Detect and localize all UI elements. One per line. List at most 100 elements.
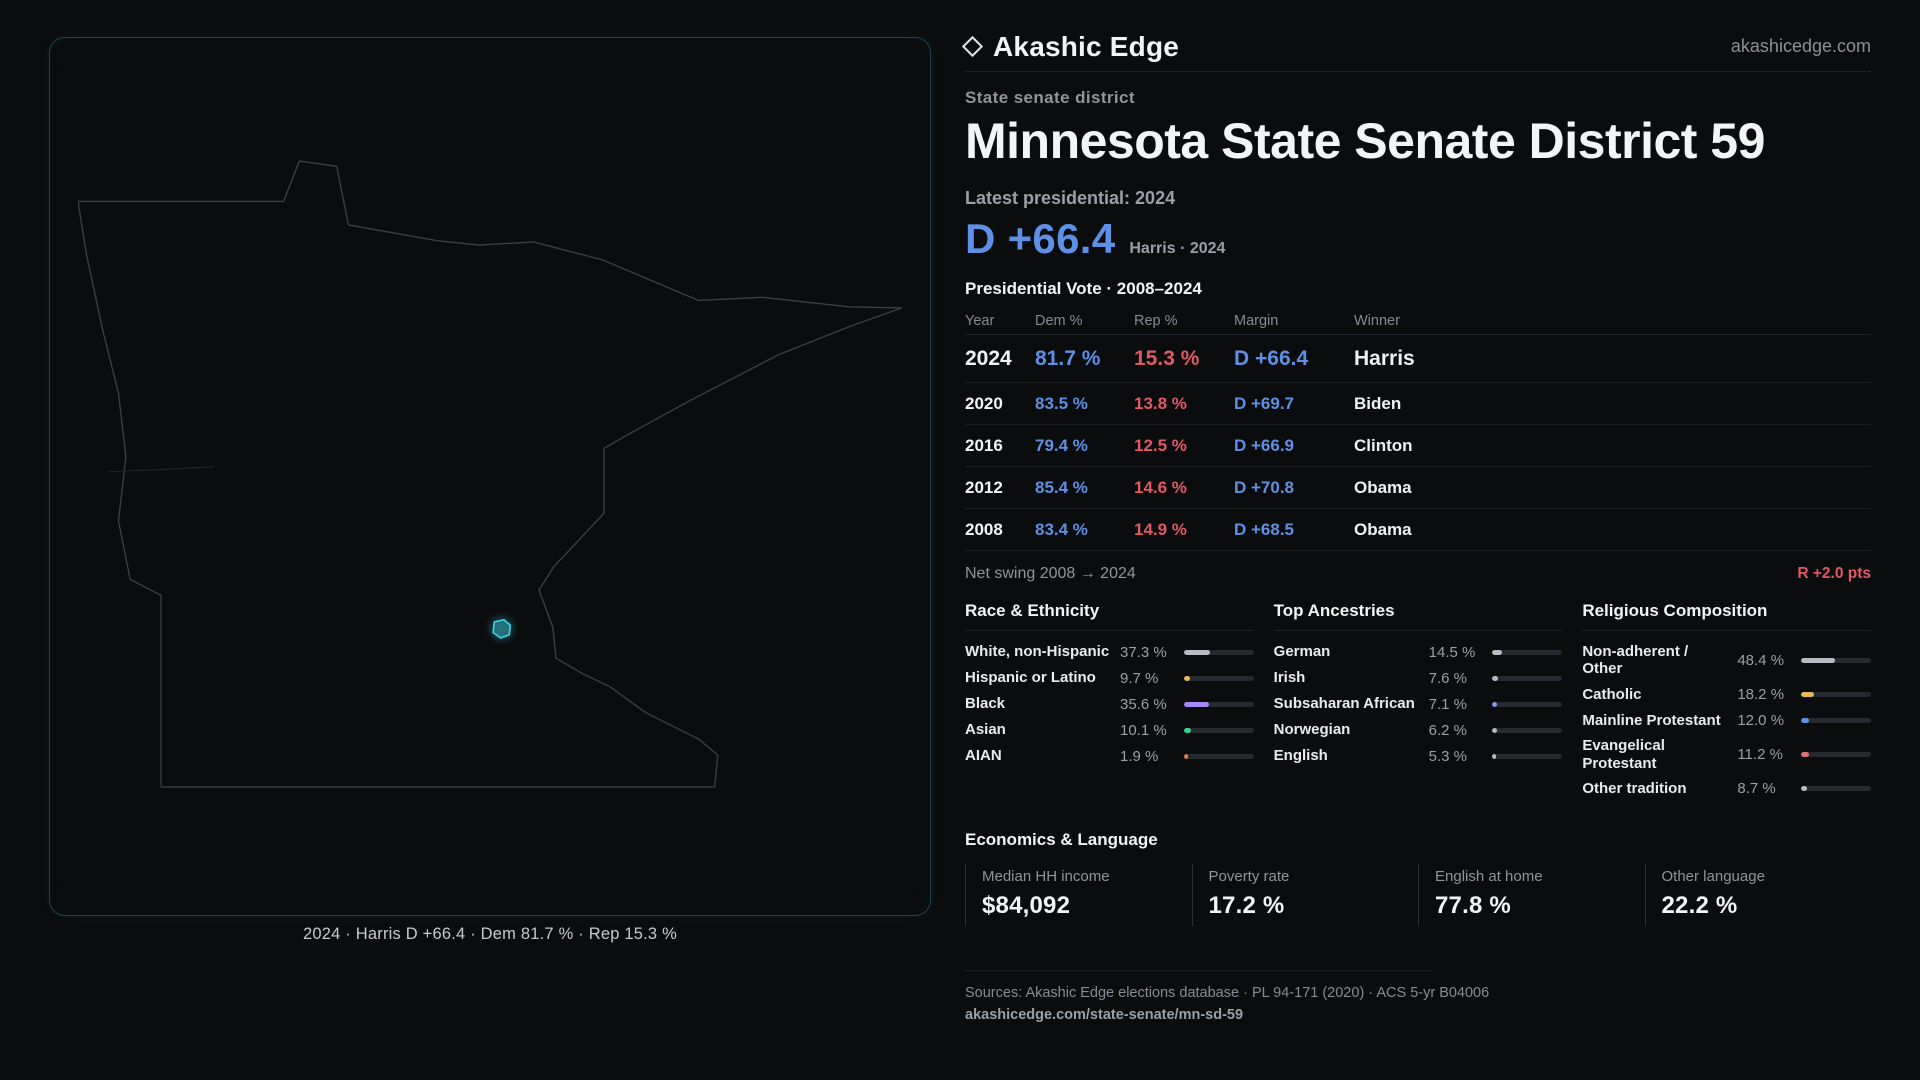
religion-column: Religious Composition Non-adherent / Oth…: [1582, 601, 1871, 802]
site-link[interactable]: akashicedge.com: [1730, 36, 1871, 56]
margin-cell: D +68.5: [1234, 519, 1295, 539]
brand-name: Akashic Edge: [993, 30, 1180, 62]
winner-cell: Harris: [1354, 346, 1415, 370]
demo-row: Evangelical Protestant 11.2 %: [1582, 733, 1871, 775]
demo-label: Hispanic or Latino: [965, 669, 1096, 687]
map-caption: 2024 · Harris D +66.4 · Dem 81.7 % · Rep…: [303, 925, 677, 943]
demo-bar: [1800, 786, 1871, 792]
demo-row: English 5.3 %: [1274, 743, 1563, 769]
brand: Akashic Edge: [961, 30, 1180, 63]
vote-table-title: Presidential Vote · 2008–2024: [965, 279, 1202, 298]
demo-value: 10.1 %: [1120, 721, 1167, 739]
demo-label: Norwegian: [1273, 721, 1351, 739]
header-bar: Akashic Edge akashicedge.com: [961, 30, 1871, 72]
demo-row: White, non-Hispanic 37.3 %: [965, 639, 1254, 665]
demo-bar: [1492, 753, 1563, 759]
brand-diamond-icon: [961, 35, 984, 58]
demo-value: 35.6 %: [1120, 695, 1167, 713]
demo-row: Other tradition 8.7 %: [1582, 776, 1871, 802]
net-swing-row: Net swing 2008 → 2024 R +2.0 pts: [965, 565, 1871, 583]
col-dem: Dem %: [1035, 312, 1083, 329]
year-cell: 2008: [965, 519, 1003, 539]
stat-label: Poverty rate: [1208, 867, 1290, 885]
demo-label: Mainline Protestant: [1582, 711, 1721, 729]
demo-value: 9.7 %: [1120, 669, 1159, 687]
page-title: Minnesota State Senate District 59: [965, 113, 1765, 169]
dem-cell: 81.7 %: [1035, 346, 1101, 370]
vote-row: 2024 81.7 % 15.3 % D +66.4 Harris: [965, 335, 1871, 383]
demo-label: Black: [965, 695, 1006, 713]
district-59-marker[interactable]: [492, 618, 512, 639]
rep-cell: 14.9 %: [1134, 519, 1187, 539]
sources-text: Sources: Akashic Edge elections database…: [965, 984, 1490, 1001]
dem-cell: 79.4 %: [1035, 435, 1088, 455]
demo-row: Norwegian 6.2 %: [1274, 717, 1563, 743]
demo-label: Other tradition: [1582, 779, 1687, 797]
net-swing-label: Net swing 2008 → 2024: [965, 565, 1136, 582]
demo-label: Subsaharan African: [1273, 695, 1415, 713]
stat-label: English at home: [1435, 867, 1543, 885]
demo-bar: [1183, 727, 1254, 733]
demo-value: 37.3 %: [1120, 643, 1167, 661]
demo-bar: [1183, 753, 1254, 759]
margin-cell: D +69.7: [1234, 393, 1295, 413]
demo-row: Hispanic or Latino 9.7 %: [965, 665, 1254, 691]
demo-value: 6.2 %: [1428, 721, 1468, 739]
demo-row: Mainline Protestant 12.0 %: [1582, 707, 1871, 733]
latest-presidential-label: Latest presidential: 2024: [965, 188, 1176, 208]
demo-value: 48.4 %: [1737, 651, 1785, 669]
demo-label: English: [1273, 747, 1328, 765]
stat-value: $84,092: [982, 891, 1071, 919]
ancestries-column: Top Ancestries German 14.5 % Irish 7.6 %…: [1273, 601, 1563, 802]
demo-bar: [1183, 675, 1254, 681]
demo-bar: [1492, 675, 1563, 681]
demo-row: AIAN 1.9 %: [965, 743, 1254, 769]
dem-cell: 83.5 %: [1035, 393, 1088, 413]
margin-cell: D +66.4: [1234, 346, 1309, 370]
demo-bar: [1800, 691, 1871, 697]
district-type-label: State senate district: [965, 88, 1135, 107]
col-year: Year: [965, 312, 995, 329]
report-panel: Akashic Edge akashicedge.com State senat…: [961, 30, 1872, 1023]
demo-label: Asian: [965, 721, 1006, 739]
demo-bar: [1183, 649, 1254, 655]
economics-stats: Median HH income $84,092 Poverty rate 17…: [965, 863, 1872, 926]
demo-label: AIAN: [965, 747, 1002, 765]
winner-cell: Obama: [1354, 477, 1412, 497]
permalink[interactable]: akashicedge.com/state-senate/mn-sd-59: [965, 1006, 1244, 1023]
col-margin: Margin: [1234, 312, 1279, 329]
stat-median-income: Median HH income $84,092: [965, 863, 1192, 926]
stat-english-at-home: English at home 77.8 %: [1418, 863, 1645, 926]
demo-row: Catholic 18.2 %: [1582, 681, 1871, 707]
stat-value: 22.2 %: [1661, 891, 1738, 919]
demo-label: Non-adherent / Other: [1582, 642, 1689, 678]
stat-other-language: Other language 22.2 %: [1644, 863, 1872, 926]
rep-cell: 15.3 %: [1134, 346, 1200, 370]
county-boundary-line: [107, 466, 215, 473]
demo-bar: [1183, 701, 1254, 707]
demo-value: 12.0 %: [1737, 711, 1785, 729]
footer-divider: [965, 969, 1433, 971]
demo-bar: [1492, 649, 1563, 655]
demo-row: Non-adherent / Other 48.4 %: [1582, 639, 1871, 681]
latest-margin-value: D +66.4: [965, 215, 1116, 262]
demo-bar: [1800, 717, 1871, 723]
col-rep: Rep %: [1134, 312, 1178, 329]
ancestries-section-title: Top Ancestries: [1273, 601, 1563, 631]
demo-value: 14.5 %: [1428, 643, 1476, 661]
stat-value: 17.2 %: [1208, 891, 1285, 919]
demo-bar: [1492, 727, 1563, 733]
demo-bar: [1492, 701, 1563, 707]
margin-cell: D +66.9: [1234, 435, 1295, 455]
economics-section-title: Economics & Language: [965, 829, 1158, 849]
winner-cell: Clinton: [1354, 435, 1413, 455]
col-winner: Winner: [1354, 312, 1400, 329]
stat-label: Median HH income: [982, 867, 1110, 885]
vote-row: 2016 79.4 % 12.5 % D +66.9 Clinton: [965, 425, 1871, 467]
vote-table-header: Year Dem % Rep % Margin Winner: [965, 307, 1871, 335]
latest-margin-row: D +66.4 Harris · 2024: [965, 215, 1871, 263]
demo-bar: [1800, 657, 1871, 663]
map-panel: [49, 37, 931, 916]
margin-cell: D +70.8: [1234, 477, 1295, 497]
